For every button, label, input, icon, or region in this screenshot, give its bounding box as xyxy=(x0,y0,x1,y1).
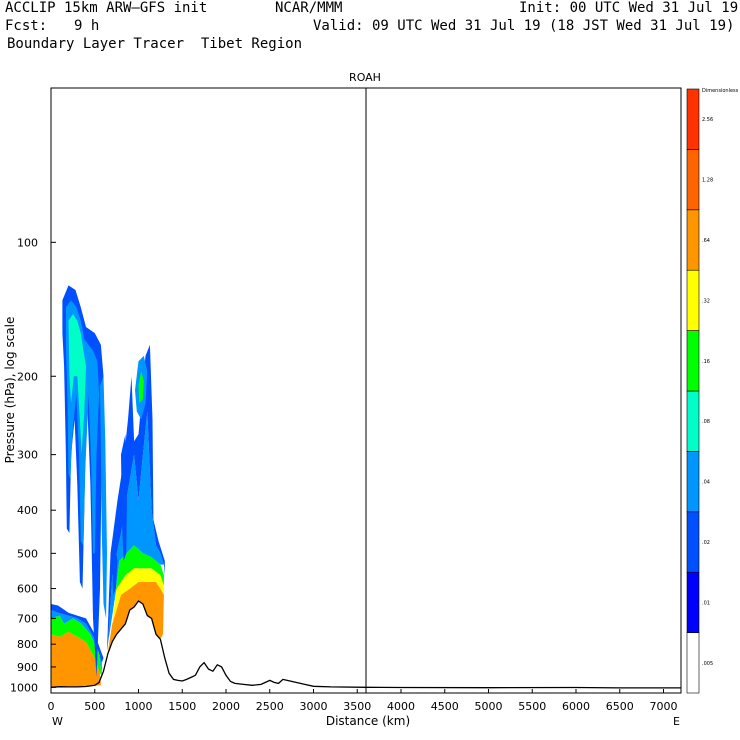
x-axis-label: Distance (km) xyxy=(326,714,410,728)
tracer-region-6 xyxy=(114,545,164,604)
tracer-region-8 xyxy=(107,344,165,652)
tracer-regions xyxy=(51,285,165,687)
colorbar-swatch xyxy=(686,390,700,452)
colorbar-unit-label: Dimensionless xyxy=(702,88,739,94)
x-tick-label: 1000 xyxy=(125,700,153,713)
header-fcst-label: Fcst: xyxy=(5,18,48,34)
colorbar-label: 2.56 xyxy=(702,117,713,123)
x-end-label-right: E xyxy=(673,715,680,728)
tracer-region-2 xyxy=(51,609,102,676)
colorbar-swatch xyxy=(686,451,700,513)
x-tick-label: 4000 xyxy=(387,700,415,713)
tracer-region-14 xyxy=(100,376,107,619)
tracer-region-0 xyxy=(51,631,101,687)
colorbar-swatch xyxy=(686,149,700,211)
chart-title: ROAH xyxy=(349,71,381,84)
tracer-region-15 xyxy=(121,434,128,561)
tracer-region-7 xyxy=(107,411,164,645)
x-tick-label: 4500 xyxy=(431,700,459,713)
tracer-region-4 xyxy=(107,582,164,652)
y-tick-label: 600 xyxy=(17,583,38,596)
y-tick-label: 800 xyxy=(17,638,38,651)
y-tick-label: 100 xyxy=(17,236,38,249)
y-tick-label: 900 xyxy=(17,661,38,674)
colorbar-label: .08 xyxy=(702,419,710,425)
x-tick-label: 2500 xyxy=(256,700,284,713)
y-tick-label: 1000 xyxy=(10,681,38,694)
x-tick-label: 0 xyxy=(48,700,55,713)
x-tick-label: 3000 xyxy=(300,700,328,713)
colorbar-label: .04 xyxy=(702,480,710,486)
colorbar-label: .02 xyxy=(702,540,710,546)
colorbar-swatch xyxy=(686,88,700,150)
colorbar-swatch xyxy=(686,209,700,271)
x-end-label-left: W xyxy=(52,715,63,728)
header-model: ACCLIP 15km ARW—GFS init xyxy=(5,0,208,16)
colorbar-label: 1.28 xyxy=(702,178,713,184)
colorbar-label: .16 xyxy=(702,359,710,365)
tracer-region-1 xyxy=(51,615,102,676)
header-org: NCAR/MMM xyxy=(275,0,343,16)
plot-frame xyxy=(50,87,682,694)
y-tick-label: 700 xyxy=(17,612,38,625)
colorbar-label: .01 xyxy=(702,600,710,606)
x-tick-label: 6500 xyxy=(606,700,634,713)
colorbar-label: .64 xyxy=(702,238,710,244)
colorbar-swatch xyxy=(686,269,700,331)
tracer-region-13 xyxy=(68,314,86,455)
colorbar-swatch xyxy=(686,511,700,573)
colorbar-swatch xyxy=(686,571,700,633)
x-tick-label: 5000 xyxy=(475,700,503,713)
tracer-region-10 xyxy=(138,371,144,404)
x-tick-label: 5500 xyxy=(518,700,546,713)
tracer-region-5 xyxy=(112,568,164,624)
x-tick-label: 3500 xyxy=(343,700,371,713)
x-tick-label: 1500 xyxy=(168,700,196,713)
header-fcst-value: 9 h xyxy=(74,18,100,34)
terrain-profile xyxy=(50,600,681,689)
x-tick-label: 2000 xyxy=(212,700,240,713)
tracer-region-3 xyxy=(51,604,104,663)
x-tick-label: 6000 xyxy=(562,700,590,713)
y-axis-label: Pressure (hPa), log scale xyxy=(3,317,17,464)
x-tick-label: 500 xyxy=(84,700,105,713)
colorbar-swatch xyxy=(686,632,700,694)
y-tick-label: 300 xyxy=(17,449,38,462)
tracer-region-16 xyxy=(112,545,118,595)
header-valid: Valid: 09 UTC Wed 31 Jul 19 (18 JST Wed … xyxy=(313,18,735,34)
colorbar: .005 .01 .02 .04 .08 .16 .32 .64 1.28 2.56 Dimensi… xyxy=(686,88,739,694)
x-tick-label: 7000 xyxy=(650,700,678,713)
colorbar-swatch xyxy=(686,330,700,392)
axes: 0 500 1000 1500 2000 2500 3000 3500 4000 4500 5000… xyxy=(10,236,678,713)
header-init: Init: 00 UTC Wed 31 Jul 19 xyxy=(519,0,739,16)
header-field: Boundary Layer Tracer Tibet Region xyxy=(7,36,303,52)
y-tick-label: 200 xyxy=(17,370,38,383)
y-tick-label: 500 xyxy=(17,547,38,560)
y-tick-label: 400 xyxy=(17,504,38,517)
colorbar-label: .005 xyxy=(702,661,713,667)
colorbar-label: .32 xyxy=(702,298,710,304)
